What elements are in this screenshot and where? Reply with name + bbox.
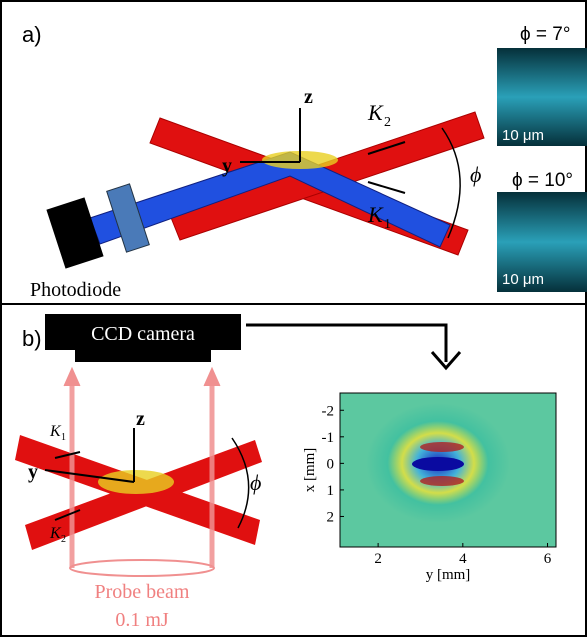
wavevector: K xyxy=(367,100,384,125)
detector-label: Photodiode xyxy=(30,279,121,301)
scale-label: 10 μm xyxy=(502,271,544,288)
wavevector-sub: 2 xyxy=(61,534,66,545)
y-tick-label: 2 xyxy=(327,509,335,525)
y-tick-label: 1 xyxy=(327,483,335,499)
axis-label: z xyxy=(136,408,145,430)
camera-label: CCD camera xyxy=(91,323,195,345)
angle-label: ϕ xyxy=(470,162,481,187)
wavevector: K xyxy=(49,423,62,440)
y-tick-label: -1 xyxy=(322,430,335,446)
arrow xyxy=(367,141,406,155)
image-title: ϕ = 10° xyxy=(512,170,573,191)
field-pattern xyxy=(412,457,464,471)
y-axis-label: x [mm] xyxy=(302,448,318,493)
beam-k2 xyxy=(25,440,262,550)
probe-label: Probe beam xyxy=(95,581,190,603)
x-tick-label: 2 xyxy=(374,551,382,567)
angle-arc xyxy=(441,127,461,239)
image xyxy=(497,192,587,292)
panel-label: a) xyxy=(22,22,42,47)
plot xyxy=(339,392,557,548)
panel-label: b) xyxy=(22,326,42,351)
arrow xyxy=(54,509,81,521)
grating xyxy=(98,470,174,494)
wavevector: K xyxy=(49,525,62,542)
y-axis xyxy=(44,469,135,483)
y-tick-label: 0 xyxy=(327,456,335,472)
arrow xyxy=(54,451,81,459)
wavevector-sub: 1 xyxy=(384,217,391,232)
x-tick-label: 6 xyxy=(544,551,552,567)
y-tick-label: -2 xyxy=(322,403,335,419)
energy-label: 0.1 mJ xyxy=(115,609,169,631)
arrow xyxy=(246,323,448,362)
wavevector-sub: 2 xyxy=(384,115,391,130)
arrowhead xyxy=(430,351,462,371)
field-pattern xyxy=(420,476,464,486)
axis-label: y xyxy=(28,461,38,483)
probe-profile xyxy=(69,559,215,577)
photodiode xyxy=(46,197,104,269)
wavevector: K xyxy=(367,202,384,227)
x-axis-label: y [mm] xyxy=(426,567,471,583)
angle-arc xyxy=(231,437,250,529)
image-title: ϕ = 7° xyxy=(520,24,570,45)
arrowhead xyxy=(63,366,221,387)
field-pattern xyxy=(420,442,464,452)
camera xyxy=(45,314,241,350)
axis-label: z xyxy=(304,86,313,108)
wavevector-sub: 1 xyxy=(61,432,66,443)
image xyxy=(497,48,587,146)
arrow xyxy=(367,181,406,194)
lens xyxy=(75,350,211,362)
x-tick-label: 4 xyxy=(459,551,467,567)
scale-label: 10 μm xyxy=(502,127,544,144)
axis-label: y xyxy=(222,155,232,177)
filter xyxy=(106,183,150,253)
angle-label: ϕ xyxy=(250,470,261,495)
